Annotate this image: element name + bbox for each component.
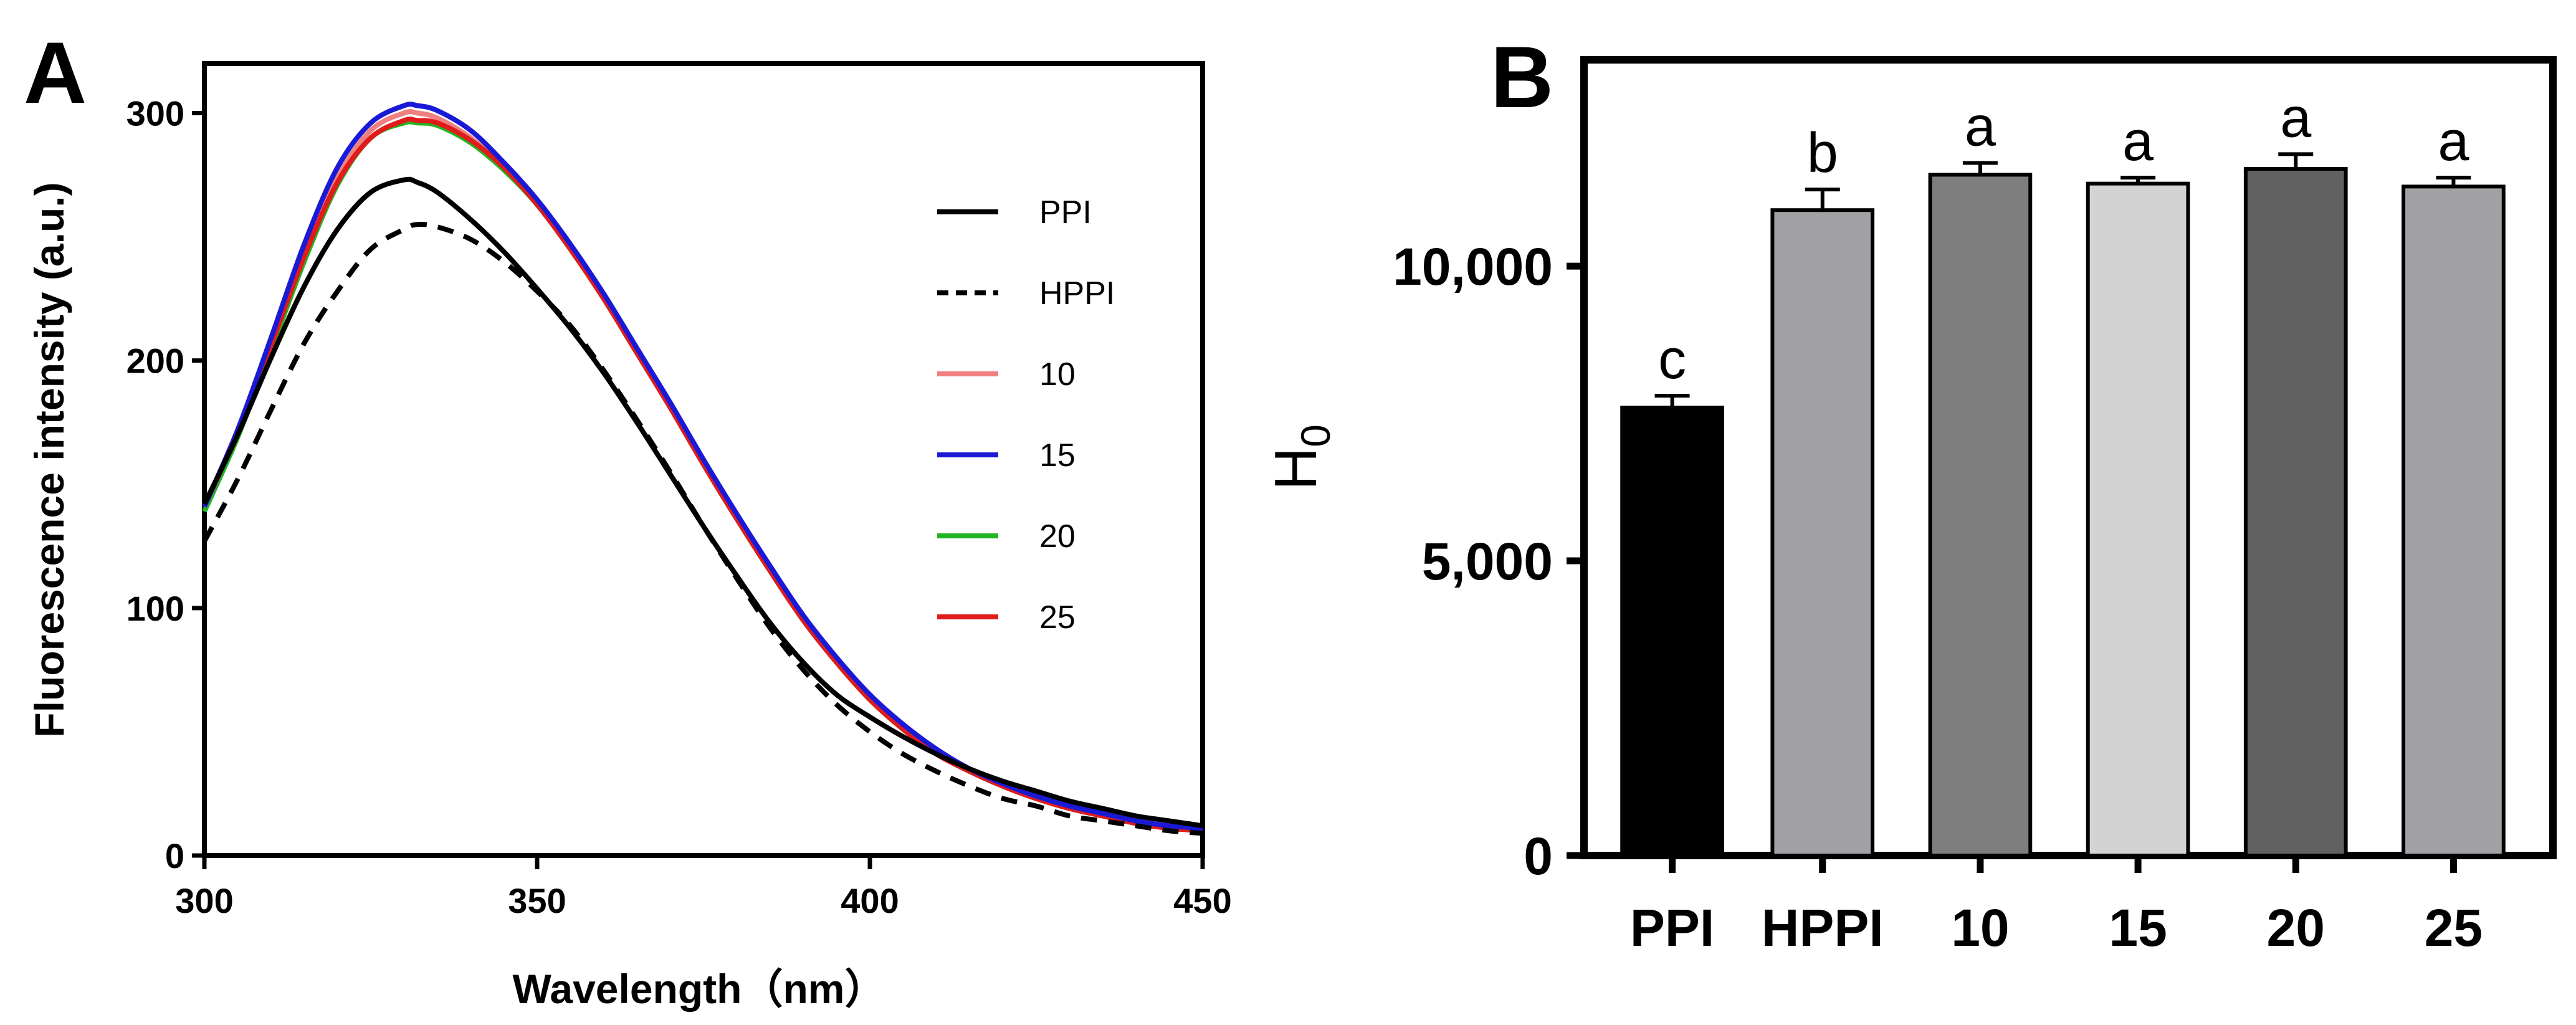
category-label-10: 10 [1951, 899, 2009, 957]
panel-a-y-tick-label: 100 [126, 589, 184, 628]
panel-a-series-lines [202, 102, 1203, 836]
significance-letter-10: a [1965, 96, 1996, 158]
significance-letter-ppi: c [1658, 328, 1686, 391]
panel-a-x-axis-title: Wavelength（nm） [513, 966, 886, 1012]
series-line-hppi [202, 221, 1203, 836]
significance-letter-hppi: b [1807, 122, 1838, 184]
panel-a-x-tick-label: 400 [841, 881, 899, 920]
panel-b-y-axis-title-subscript: 0 [1292, 424, 1338, 447]
legend-label-20: 20 [1039, 518, 1076, 555]
panel-a-x-tick-label: 350 [508, 881, 566, 920]
panel-b-y-tick-label: 5,000 [1422, 532, 1553, 591]
panel-a-y-tick-label: 0 [165, 836, 184, 875]
significance-letter-20: a [2280, 87, 2312, 149]
bar-hppi [1770, 208, 1875, 858]
legend-label-hppi: HPPI [1039, 275, 1115, 312]
legend-label-15: 15 [1039, 437, 1076, 474]
bar-ppi [1620, 406, 1724, 857]
bar-25 [2402, 184, 2506, 858]
legend-label-25: 25 [1039, 599, 1076, 636]
panel-a-line-chart: A 0 100 200 300 300 350 400 450 PPI HPPI 10 15 20 25… [24, 24, 1232, 1012]
panel-b-label: B [1491, 28, 1553, 126]
category-label-20: 20 [2267, 899, 2325, 957]
panel-a-plot-frame [202, 61, 1205, 858]
panel-a-axis-ticks: 0 100 200 300 300 350 400 450 [126, 93, 1232, 920]
category-label-hppi: HPPI [1762, 899, 1884, 957]
category-label-ppi: PPI [1630, 899, 1714, 957]
bar-20 [2243, 166, 2348, 857]
panel-b-bars: c PPI b HPPI a 10 a 15 a 20 a 25 [1620, 87, 2506, 957]
panel-a-y-axis-title: Fluorescence intensity (a.u.) [26, 182, 72, 737]
panel-b-y-tick-label: 0 [1524, 827, 1553, 885]
significance-letter-15: a [2122, 110, 2154, 173]
panel-a-legend: PPI HPPI 10 15 20 25 [937, 194, 1115, 636]
bar-15 [2086, 181, 2190, 858]
panel-b-axis-ticks: 0 5,000 10,000 [1393, 237, 1584, 885]
panel-b-y-tick-label: 10,000 [1393, 237, 1553, 296]
legend-label-ppi: PPI [1039, 194, 1092, 231]
category-label-25: 25 [2425, 899, 2483, 957]
bar-10 [1928, 173, 2033, 857]
panel-a-x-tick-label: 450 [1173, 881, 1231, 920]
category-label-15: 15 [2109, 899, 2167, 957]
significance-letter-25: a [2438, 110, 2469, 173]
panel-b-y-axis-title: H0 [1262, 424, 1338, 490]
panel-a-y-tick-label: 300 [126, 93, 184, 133]
panel-b-plot-frame [1580, 56, 2557, 859]
panel-b-y-axis-title-main: H [1262, 447, 1329, 490]
legend-label-10: 10 [1039, 356, 1076, 393]
panel-a-x-tick-label: 300 [175, 881, 233, 920]
panel-a-label: A [24, 24, 87, 122]
panel-a-y-tick-label: 200 [126, 341, 184, 381]
